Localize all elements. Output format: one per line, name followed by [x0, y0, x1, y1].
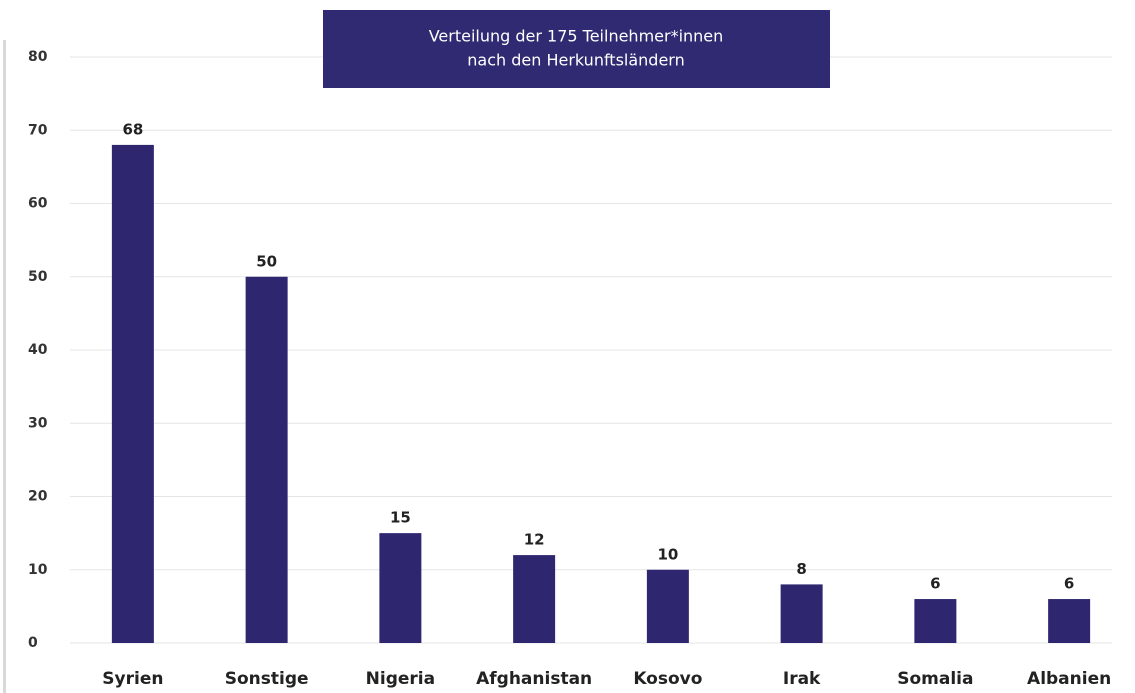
- y-tick-label: 70: [28, 122, 48, 138]
- value-label: 10: [657, 545, 678, 563]
- x-tick-label: Somalia: [897, 669, 973, 689]
- chart-title: nach den Herkunftsländern: [467, 51, 685, 70]
- bar: [111, 144, 154, 643]
- y-tick-label: 80: [28, 49, 48, 65]
- value-label: 6: [1064, 575, 1074, 593]
- y-tick-label: 60: [28, 196, 48, 212]
- bar: [379, 533, 422, 643]
- value-label: 8: [796, 560, 806, 578]
- bar: [646, 569, 689, 643]
- y-tick-label: 30: [28, 415, 48, 431]
- x-tick-label: Nigeria: [366, 669, 435, 689]
- y-tick-label: 20: [28, 489, 48, 505]
- y-tick-label: 40: [28, 342, 48, 358]
- y-tick-label: 0: [28, 635, 38, 651]
- value-label: 15: [390, 509, 411, 527]
- value-label: 50: [256, 252, 277, 270]
- plot: 01020304050607080Syrien68Sonstige50Niger…: [28, 49, 1112, 689]
- chart-title: Verteilung der 175 Teilnehmer*innen: [429, 27, 724, 46]
- bar: [780, 584, 823, 643]
- bar: [1048, 599, 1091, 643]
- x-tick-label: Syrien: [102, 669, 163, 689]
- x-tick-label: Sonstige: [225, 669, 309, 689]
- x-tick-label: Irak: [783, 669, 821, 689]
- x-tick-label: Albanien: [1027, 669, 1111, 689]
- y-tick-label: 50: [28, 269, 48, 285]
- value-label: 12: [524, 531, 545, 549]
- value-label: 6: [930, 575, 940, 593]
- y-tick-label: 10: [28, 562, 48, 578]
- bar: [245, 276, 288, 643]
- x-tick-label: Afghanistan: [476, 669, 592, 689]
- bar: [914, 599, 957, 643]
- title-box: [323, 10, 830, 88]
- left-edge: [3, 40, 6, 693]
- bar: [513, 555, 556, 643]
- value-label: 68: [122, 120, 143, 138]
- x-tick-label: Kosovo: [633, 669, 702, 689]
